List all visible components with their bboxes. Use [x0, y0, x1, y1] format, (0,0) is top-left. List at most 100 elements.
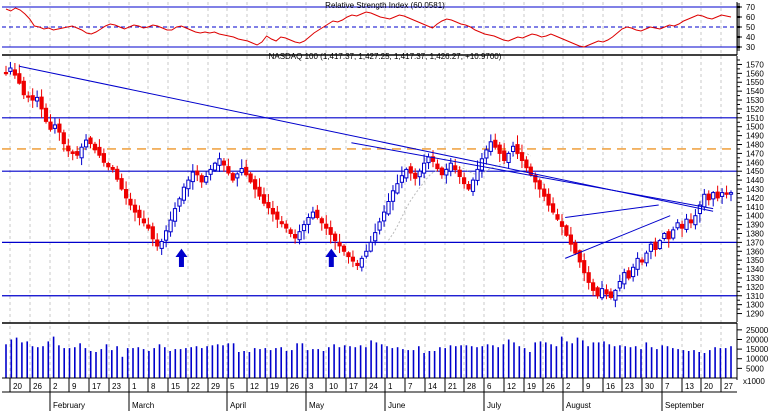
date-tick-label: 7 — [408, 382, 413, 391]
trendline-wedge-lower-support[interactable] — [565, 215, 671, 259]
volume-y-tick-label: 15000 — [746, 345, 769, 354]
candle-body — [279, 221, 284, 225]
month-label: February — [53, 401, 85, 410]
candle-body — [364, 250, 369, 257]
rsi-y-tick-label: 40 — [746, 33, 755, 42]
date-tick-label: 26 — [290, 382, 299, 391]
candle-body — [435, 163, 440, 170]
candle-body — [297, 231, 302, 241]
date-tick-label: 26 — [546, 382, 555, 391]
candle-body — [395, 183, 400, 194]
price-y-tick-label: 1410 — [746, 203, 764, 212]
month-label: September — [665, 401, 704, 410]
trendlines[interactable] — [19, 65, 714, 259]
candle-body — [559, 221, 565, 227]
candle-body — [635, 257, 640, 270]
volume-panel — [2, 322, 737, 378]
candle-body — [208, 168, 213, 175]
candle-body — [519, 152, 525, 162]
candle-body — [675, 222, 680, 229]
month-label: July — [487, 401, 501, 410]
candle-body — [333, 233, 338, 242]
candle-body — [66, 145, 71, 152]
candle-body — [319, 218, 324, 224]
candle-body — [146, 224, 151, 229]
candle-body — [422, 162, 427, 174]
trendline-wedge-upper-resistance[interactable] — [565, 204, 659, 218]
candle-body — [324, 223, 329, 229]
date-tick-label: 26 — [33, 382, 42, 391]
candle-body — [595, 287, 600, 297]
candle-body — [61, 132, 66, 145]
price-y-tick-label: 1500 — [746, 123, 764, 132]
date-tick-label: 12 — [507, 382, 516, 391]
candle-body — [546, 193, 551, 206]
candle-body — [506, 152, 511, 163]
candle-body — [204, 176, 209, 183]
price-y-tick-label: 1550 — [746, 78, 764, 87]
price-y-tick-label: 1540 — [746, 87, 764, 96]
candle-body — [21, 80, 26, 96]
candle-body — [284, 223, 289, 229]
grid-lines — [9, 2, 722, 378]
candle-body — [551, 203, 556, 213]
candle-body — [88, 137, 93, 145]
price-y-tick-label: 1570 — [746, 60, 764, 69]
date-tick-label: 8 — [151, 382, 156, 391]
date-tick-label: 6 — [487, 382, 492, 391]
candle-body — [377, 221, 382, 231]
candle-body — [337, 242, 342, 247]
month-label: May — [309, 401, 324, 410]
month-label: June — [388, 401, 406, 410]
candle-body — [30, 95, 35, 101]
date-tick-label: 9 — [72, 382, 77, 391]
candle-body — [573, 242, 578, 254]
candle-body — [306, 217, 311, 225]
candle-body — [644, 252, 649, 264]
candle-body — [724, 192, 729, 195]
candle-body — [266, 202, 271, 209]
annotation-arrows — [175, 248, 338, 267]
price-y-tick-label: 1370 — [746, 238, 764, 247]
candle-body — [70, 151, 75, 154]
candle-body — [150, 226, 155, 240]
date-tick-label: 1 — [132, 382, 137, 391]
date-tick-label: 14 — [428, 382, 437, 391]
rsi-title: Relative Strength Index (60.0581) — [325, 1, 445, 10]
candle-body — [101, 153, 107, 163]
price-y-tick-label: 1420 — [746, 194, 764, 203]
date-tick-label: 21 — [448, 382, 457, 391]
date-tick-label: 19 — [527, 382, 536, 391]
candle-body — [693, 215, 698, 226]
candle-body — [39, 96, 44, 110]
candle-body — [43, 107, 49, 122]
date-tick-label: 22 — [191, 382, 200, 391]
price-y-tick-label: 1380 — [746, 229, 764, 238]
candle-body — [310, 211, 315, 219]
candle-body — [115, 168, 120, 180]
candle-body — [475, 168, 480, 181]
candle-body — [359, 257, 364, 268]
candle-body — [177, 198, 182, 207]
candle-body — [662, 233, 667, 239]
buy-arrow-2 — [325, 248, 338, 267]
volume-y-tick-label: 5000 — [746, 364, 764, 373]
date-tick-label: 7 — [665, 382, 670, 391]
date-tick-label: 10 — [329, 382, 338, 391]
candle-body — [172, 208, 178, 222]
candle-body — [653, 241, 658, 250]
candle-body — [132, 204, 138, 213]
trendline-secondary-downtrend[interactable] — [351, 142, 714, 210]
candle-body — [293, 234, 298, 239]
price-y-tick-label: 1490 — [746, 132, 764, 141]
volume-unit-label: x1000 — [743, 377, 765, 386]
candle-body — [168, 219, 173, 233]
candle-body — [457, 169, 462, 177]
candle-body — [417, 170, 422, 178]
candle-body — [226, 166, 231, 174]
date-tick-label: 9 — [586, 382, 591, 391]
date-tick-label: 20 — [13, 382, 22, 391]
